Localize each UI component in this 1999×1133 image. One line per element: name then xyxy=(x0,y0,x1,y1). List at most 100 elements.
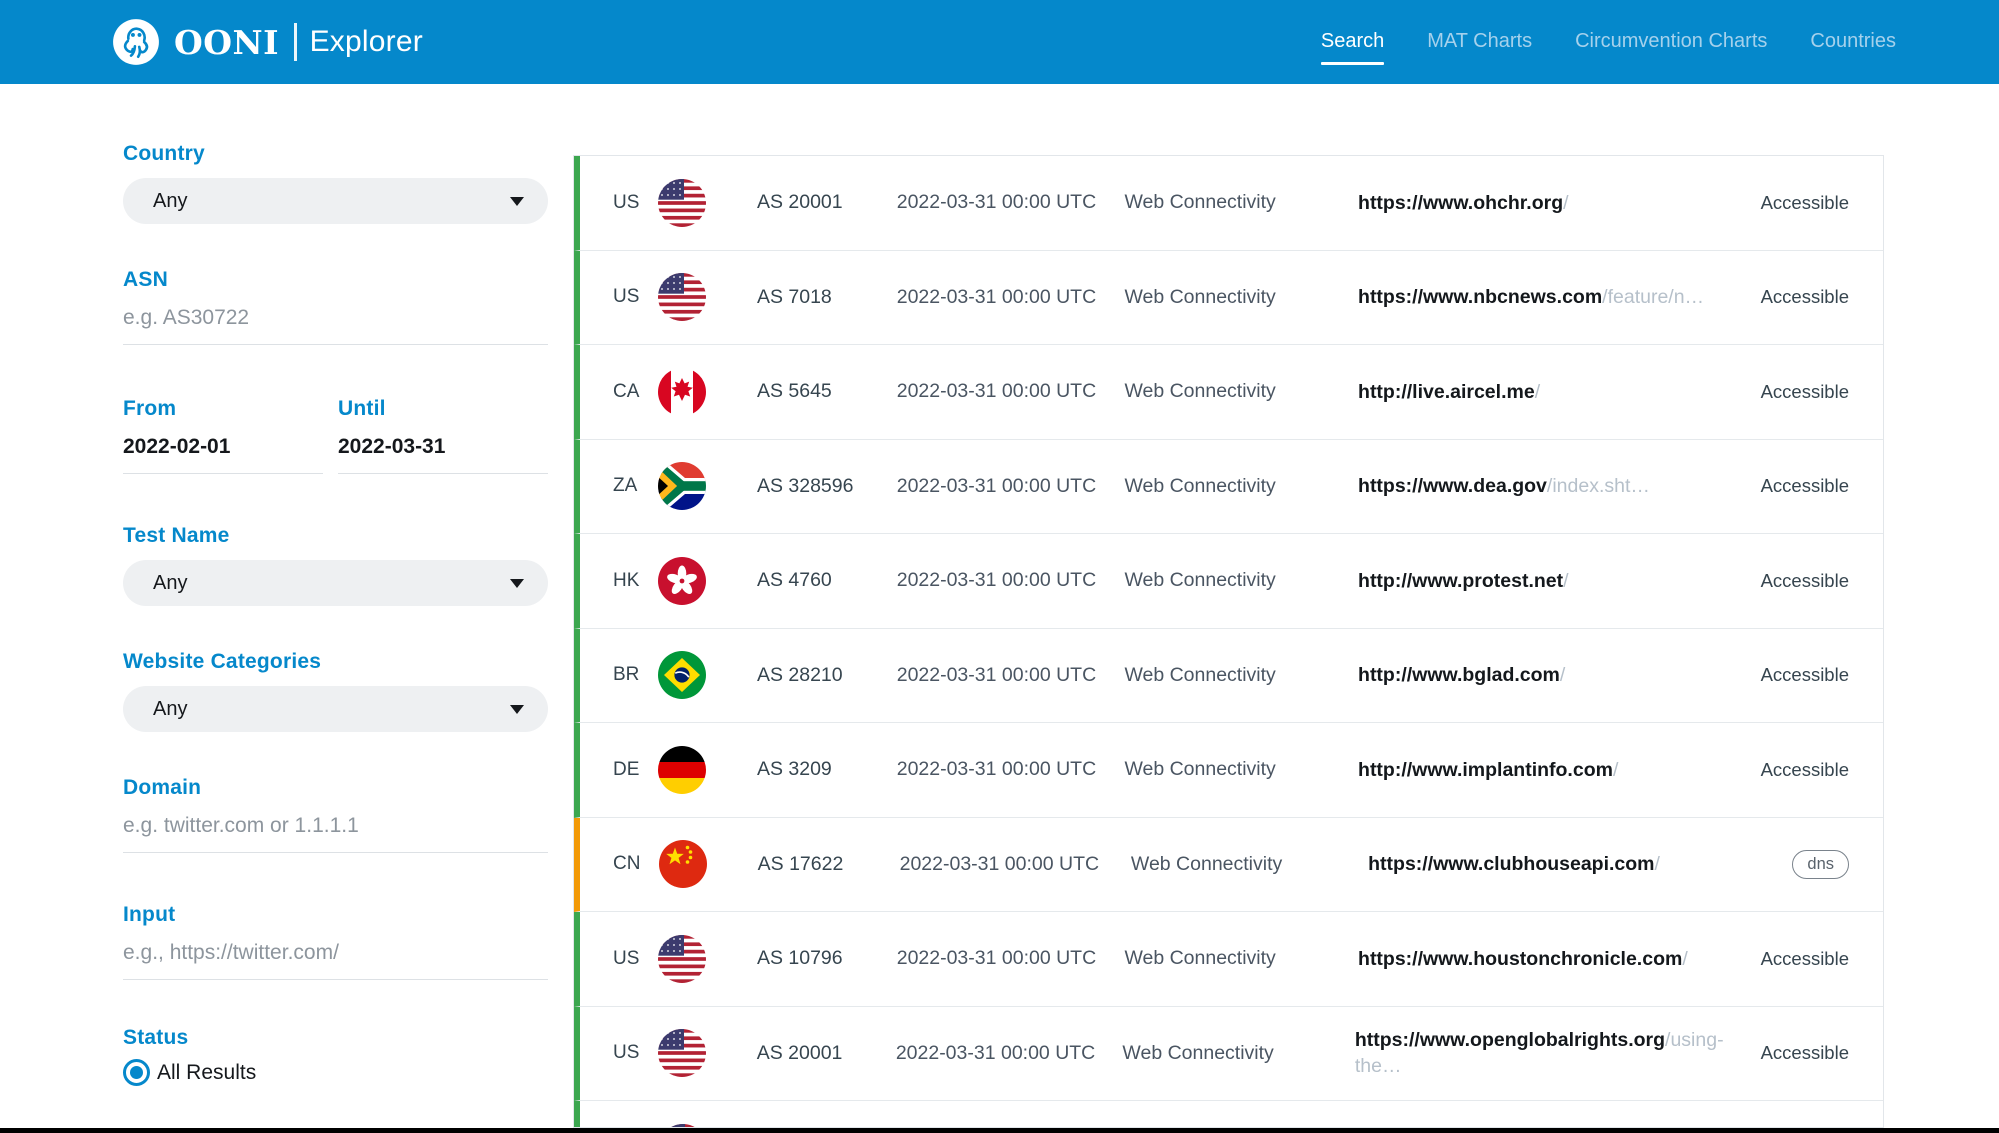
measurement-row[interactable]: DE AS 3209 2022-03-31 00:00 UTC Web Conn… xyxy=(574,723,1883,818)
brand-title: OONI xyxy=(174,22,280,62)
status-label: Accessible xyxy=(1760,286,1849,308)
screenshot-bottom-edge xyxy=(0,1128,1999,1133)
url-path: / xyxy=(1682,947,1688,970)
url-domain: http://www.bglad.com xyxy=(1358,664,1560,687)
measurement-row[interactable]: HK AS 4760 2022-03-31 00:00 UTC Web Conn… xyxy=(574,534,1883,629)
measurement-url: https://www.dea.gov/index.sht… xyxy=(1358,473,1734,499)
measurement-date: 2022-03-31 00:00 UTC xyxy=(899,852,1100,875)
until-date-input[interactable] xyxy=(338,421,548,474)
website-categories-label: Website Categories xyxy=(123,650,322,673)
from-label: From xyxy=(123,397,177,420)
measurement-row[interactable]: US AS 20001 2022-03-31 00:00 UTC Web Con… xyxy=(574,156,1883,251)
measurement-row[interactable]: US AS 10796 2022-03-31 00:00 UTC Web Con… xyxy=(574,912,1883,1007)
radio-selected-icon[interactable] xyxy=(123,1059,150,1086)
asn-label: ASN xyxy=(123,268,168,291)
test-name: Web Connectivity xyxy=(1124,191,1276,214)
ooni-explorer-brand[interactable]: OONI Explorer xyxy=(112,18,423,66)
status-label: Accessible xyxy=(1760,1042,1849,1064)
country-code: US xyxy=(613,191,640,213)
nav-link-search[interactable]: Search xyxy=(1320,20,1385,65)
url-domain: https://www.clubhouseapi.com xyxy=(1368,853,1655,876)
top-navbar: OONI Explorer Search MAT Charts Circumve… xyxy=(0,0,1999,84)
country-select[interactable]: Any xyxy=(123,178,548,224)
test-name: Web Connectivity xyxy=(1122,1041,1274,1064)
status-label: Accessible xyxy=(1760,191,1849,213)
domain-input[interactable] xyxy=(123,800,548,853)
url-domain: https://www.houstonchronicle.com xyxy=(1358,947,1683,970)
country-filter: Country Any xyxy=(123,142,548,224)
country-code: US xyxy=(613,286,640,308)
from-date-input[interactable] xyxy=(123,421,323,474)
measurement-url: https://www.clubhouseapi.com/ xyxy=(1368,851,1749,877)
measurement-url: http://www.implantinfo.com/ xyxy=(1358,757,1734,783)
flag-za-icon xyxy=(657,462,706,511)
url-domain: http://www.implantinfo.com xyxy=(1358,758,1613,781)
nav-link-mat-charts[interactable]: MAT Charts xyxy=(1427,29,1533,52)
measurement-date: 2022-03-31 00:00 UTC xyxy=(896,191,1097,214)
website-categories-select[interactable]: Any xyxy=(123,686,548,732)
flag-cn-icon xyxy=(658,840,707,889)
test-name-label: Test Name xyxy=(123,524,230,547)
url-domain: https://www.dea.gov xyxy=(1358,475,1547,498)
ooni-octopus-icon xyxy=(113,19,159,65)
anomaly-badge: dns xyxy=(1792,849,1849,879)
url-path: /index.sht… xyxy=(1546,475,1650,498)
flag-br-icon xyxy=(657,651,706,700)
website-categories-selected-value: Any xyxy=(153,697,188,720)
measurement-date: 2022-03-31 00:00 UTC xyxy=(896,758,1097,781)
website-categories-filter: Website Categories Any xyxy=(123,650,548,732)
status-label: Accessible xyxy=(1760,475,1849,497)
asn-label: AS 20001 xyxy=(756,191,843,214)
flag-hk-icon xyxy=(657,556,706,605)
status-label: Accessible xyxy=(1760,664,1849,686)
partial-measurement-row[interactable] xyxy=(574,1101,1883,1127)
test-name: Web Connectivity xyxy=(1124,380,1276,403)
test-name-filter: Test Name Any xyxy=(123,524,548,606)
asn-label: AS 17622 xyxy=(757,852,844,875)
status-label: Status xyxy=(123,1026,189,1049)
asn-label: AS 10796 xyxy=(756,947,843,970)
measurement-row[interactable]: ZA AS 328596 2022-03-31 00:00 UTC Web Co… xyxy=(574,439,1883,534)
test-name: Web Connectivity xyxy=(1124,947,1276,970)
country-code: US xyxy=(613,1042,640,1064)
flag-us-icon xyxy=(657,1029,706,1078)
input-input[interactable] xyxy=(123,927,548,980)
nav-link-countries[interactable]: Countries xyxy=(1810,29,1896,52)
url-domain: http://live.aircel.me xyxy=(1358,380,1535,403)
asn-label: AS 28210 xyxy=(756,663,843,686)
measurement-row[interactable]: BR AS 28210 2022-03-31 00:00 UTC Web Con… xyxy=(574,628,1883,723)
country-code: CA xyxy=(613,380,640,402)
asn-filter: ASN xyxy=(123,268,548,345)
url-path: /using-the… xyxy=(1354,1029,1724,1078)
test-name-select[interactable]: Any xyxy=(123,560,548,606)
domain-label: Domain xyxy=(123,776,202,799)
measurement-row[interactable]: US AS 20001 2022-03-31 00:00 UTC Web Con… xyxy=(574,1006,1883,1101)
brand-separator xyxy=(294,23,297,61)
measurement-row[interactable] xyxy=(574,1101,1883,1127)
country-code: HK xyxy=(613,569,640,591)
measurement-row[interactable]: CN AS 17622 2022-03-31 00:00 UTC Web Con… xyxy=(574,817,1883,912)
measurement-date: 2022-03-31 00:00 UTC xyxy=(896,474,1097,497)
flag-de-icon xyxy=(657,745,706,794)
flag-us-icon xyxy=(659,1124,707,1127)
status-filter: Status All Results xyxy=(123,1026,548,1086)
measurement-row[interactable]: CA AS 5645 2022-03-31 00:00 UTC Web Conn… xyxy=(574,345,1883,440)
measurement-url: https://www.nbcnews.com/feature/n… xyxy=(1358,284,1734,310)
url-domain: https://www.nbcnews.com xyxy=(1358,286,1603,309)
test-name: Web Connectivity xyxy=(1124,758,1276,781)
measurement-date: 2022-03-31 00:00 UTC xyxy=(896,663,1097,686)
measurement-url: https://www.ohchr.org/ xyxy=(1358,190,1734,216)
country-selected-value: Any xyxy=(153,189,188,212)
asn-input[interactable] xyxy=(123,292,548,345)
url-domain: http://www.protest.net xyxy=(1358,569,1564,592)
test-name: Web Connectivity xyxy=(1124,474,1276,497)
test-name: Web Connectivity xyxy=(1124,285,1276,308)
flag-us-icon xyxy=(657,273,706,322)
status-option-label: All Results xyxy=(157,1060,257,1084)
country-code: US xyxy=(613,947,640,969)
measurement-row[interactable]: US AS 7018 2022-03-31 00:00 UTC Web Conn… xyxy=(574,250,1883,345)
flag-us-icon xyxy=(657,178,706,227)
nav-link-circumvention-charts[interactable]: Circumvention Charts xyxy=(1575,29,1768,52)
url-domain: https://www.openglobalrights.org xyxy=(1354,1029,1666,1052)
country-code: DE xyxy=(613,758,640,780)
